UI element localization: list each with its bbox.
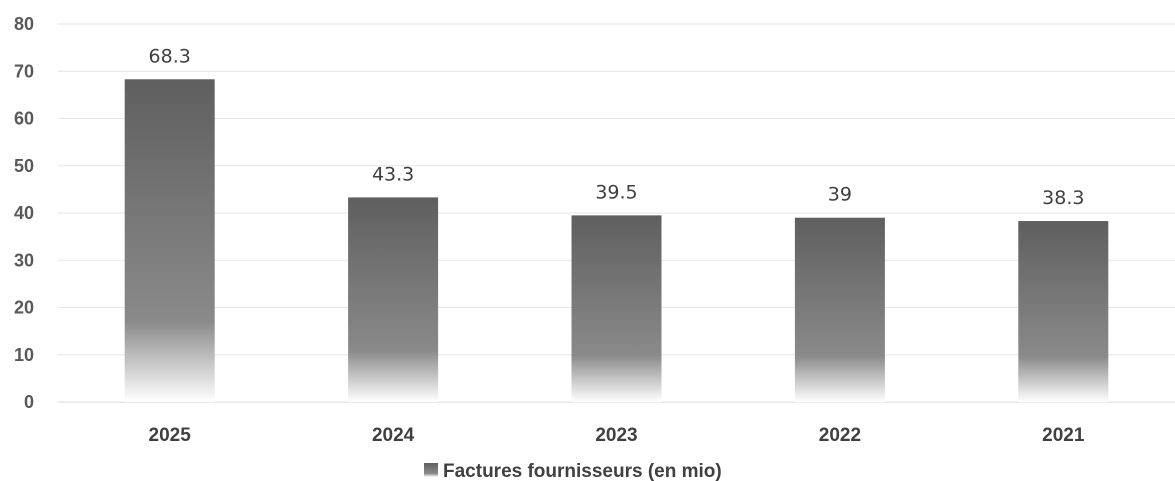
x-tick-label: 2024 <box>372 425 415 446</box>
legend-swatch <box>424 463 438 477</box>
x-axis-ticks: 2025 2024 2023 2022 2021 <box>149 425 1085 446</box>
y-tick-label: 40 <box>14 203 34 223</box>
data-label: 43.3 <box>372 163 414 185</box>
y-tick-label: 20 <box>14 298 34 318</box>
y-tick-label: 0 <box>24 392 34 412</box>
data-labels: 68.3 43.3 39.5 39 38.3 <box>149 45 1085 209</box>
x-tick-label: 2022 <box>819 425 861 446</box>
data-label: 68.3 <box>149 45 191 67</box>
data-label: 39.5 <box>595 181 637 203</box>
data-label: 39 <box>828 184 852 206</box>
y-tick-label: 60 <box>14 109 34 129</box>
y-tick-label: 10 <box>14 345 34 365</box>
bar <box>1018 221 1109 402</box>
bar <box>348 197 439 402</box>
y-axis-ticks: 0 10 20 30 40 50 60 70 80 <box>14 14 34 412</box>
bar <box>571 215 662 402</box>
y-tick-label: 30 <box>14 250 34 270</box>
y-tick-label: 80 <box>14 14 34 34</box>
legend: Factures fournisseurs (en mio) <box>424 461 722 481</box>
x-tick-label: 2025 <box>149 425 192 446</box>
x-tick-label: 2021 <box>1042 425 1085 446</box>
bar <box>794 217 885 402</box>
y-tick-label: 70 <box>14 61 34 81</box>
y-tick-label: 50 <box>14 156 34 176</box>
gridlines <box>58 23 1175 403</box>
data-label: 38.3 <box>1042 187 1084 209</box>
legend-label: Factures fournisseurs (en mio) <box>443 461 722 481</box>
bars <box>124 79 1109 402</box>
bar <box>124 79 215 402</box>
x-tick-label: 2023 <box>595 425 637 446</box>
